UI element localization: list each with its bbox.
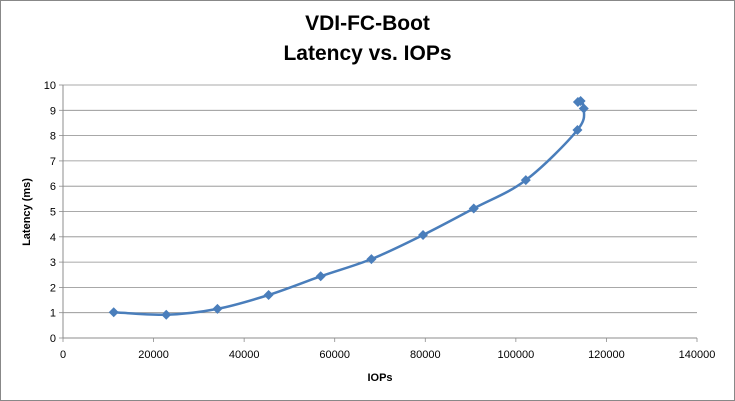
x-tick-label: 40000 [229, 349, 260, 361]
y-tick-label: 3 [50, 257, 56, 269]
x-tick-label: 140000 [679, 349, 716, 361]
x-tick-label: 100000 [497, 349, 534, 361]
x-axis-label: IOPs [367, 372, 392, 384]
data-point [520, 175, 531, 186]
data-point [263, 289, 274, 300]
x-tick-label: 60000 [319, 349, 350, 361]
y-tick-label: 2 [50, 282, 56, 294]
x-tick-labels: 0 20000 40000 60000 80000 100000 120000 140000 [60, 349, 715, 361]
data-point [572, 125, 583, 136]
chart-subtitle: Latency vs. IOPs [283, 42, 452, 65]
x-tick-label: 80000 [410, 349, 441, 361]
x-tick-label: 0 [60, 349, 66, 361]
chart-title: VDI-FC-Boot [305, 12, 430, 35]
y-axis-label: Latency (ms) [21, 178, 33, 246]
data-point [108, 307, 119, 318]
x-tick-label: 20000 [138, 349, 169, 361]
y-tick-label: 9 [50, 105, 56, 117]
data-point [161, 309, 172, 320]
y-tick-label: 4 [50, 232, 56, 244]
data-point [572, 96, 583, 107]
data-point [468, 203, 479, 214]
data-markers [108, 95, 589, 320]
data-point [212, 303, 223, 314]
grid-lines [63, 84, 697, 314]
data-point [418, 230, 429, 241]
y-tick-label: 6 [50, 181, 56, 193]
y-tick-label: 10 [44, 80, 56, 92]
data-point [578, 103, 589, 114]
data-point [366, 254, 377, 265]
y-tick-labels: 0 1 2 3 4 5 6 7 8 9 10 [44, 80, 56, 345]
y-tick-label: 8 [50, 131, 56, 143]
y-tick-label: 7 [50, 156, 56, 168]
y-tick-label: 1 [50, 308, 56, 320]
axes [59, 84, 698, 342]
x-tick-label: 120000 [588, 349, 625, 361]
y-tick-label: 5 [50, 207, 56, 219]
data-point [315, 271, 326, 282]
y-tick-label: 0 [50, 333, 56, 345]
series-line [113, 99, 586, 317]
